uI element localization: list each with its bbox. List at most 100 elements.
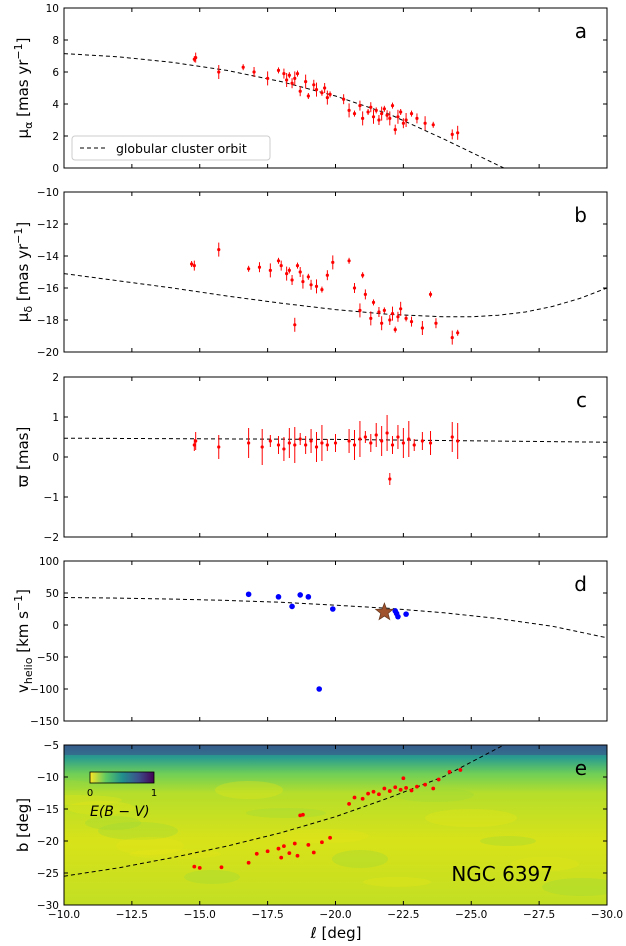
- panel-a: 0 2 4 6 8 10 μα [mas yr−1] a globular cluster or…: [12, 3, 608, 175]
- data-point: [331, 260, 335, 264]
- data-point: [194, 56, 198, 60]
- data-point: [325, 96, 329, 100]
- data-point: [428, 441, 433, 445]
- data-point: [407, 437, 411, 441]
- extinction-patch: [85, 816, 141, 830]
- panel-b: −20 −18 −16 −14 −12 −10 μδ [mas yr−1] b: [12, 187, 608, 359]
- extinction-patch: [246, 808, 326, 818]
- data-point: [287, 268, 291, 272]
- extinction-top-band: [64, 745, 607, 755]
- star-point: [320, 840, 324, 845]
- y-tick-label: 10: [46, 3, 59, 15]
- data-point: [369, 316, 373, 320]
- star-point: [431, 786, 436, 791]
- data-point: [306, 275, 310, 279]
- data-point: [401, 441, 405, 445]
- data-point: [434, 321, 438, 325]
- data-point: [456, 439, 460, 443]
- data-point: [412, 443, 416, 447]
- y-axis-label: b [deg]: [14, 798, 32, 852]
- data-point: [347, 439, 351, 443]
- rv-point: [275, 594, 282, 600]
- data-point: [385, 431, 389, 435]
- y-axis-label: vhelio [km s−1]: [12, 589, 35, 693]
- star-point: [301, 812, 305, 817]
- extinction-patch: [116, 837, 184, 855]
- data-point: [390, 312, 395, 316]
- data-point: [404, 316, 408, 320]
- data-point: [190, 262, 194, 266]
- star-point: [282, 844, 286, 849]
- x-axis-label: ℓ [deg]: [310, 924, 362, 942]
- rv-point: [305, 594, 312, 600]
- colorbar-max-label: 1: [151, 788, 157, 799]
- data-point: [393, 328, 397, 332]
- extinction-patch: [64, 780, 92, 790]
- data-point: [276, 259, 281, 263]
- data-point: [385, 113, 389, 117]
- cluster-name-annotation: NGC 6397: [451, 862, 553, 886]
- data-point: [282, 447, 286, 451]
- extinction-patch: [332, 850, 388, 868]
- y-tick-label: 2: [52, 372, 59, 384]
- data-point: [217, 248, 221, 252]
- data-point: [268, 439, 272, 443]
- data-point: [276, 68, 281, 72]
- data-point: [450, 132, 454, 136]
- cluster-star-marker: [374, 602, 394, 621]
- y-tick-label: −16: [37, 283, 59, 295]
- data-point: [304, 80, 308, 84]
- extinction-patch: [64, 795, 122, 805]
- data-point: [399, 307, 403, 311]
- data-point: [388, 116, 392, 120]
- data-point: [192, 443, 196, 447]
- data-point: [352, 112, 357, 116]
- x-tick-label: −30.0: [591, 909, 623, 921]
- y-tick-label: 1: [52, 412, 59, 424]
- y-tick-label: 0: [52, 452, 59, 464]
- y-tick-label: 0: [52, 163, 59, 175]
- panel-letter: c: [576, 388, 587, 412]
- data-point: [420, 439, 424, 443]
- extinction-patch: [480, 836, 536, 846]
- data-point: [393, 128, 397, 132]
- data-point: [314, 445, 319, 449]
- rv-point: [403, 611, 409, 617]
- y-tick-label: −20: [37, 347, 59, 359]
- extinction-patch: [542, 878, 607, 896]
- star-point: [347, 801, 351, 806]
- y-tick-label: 50: [46, 588, 59, 600]
- y-axis-label: ϖ [mas]: [14, 427, 32, 488]
- star-point: [197, 865, 202, 870]
- star-point: [404, 785, 408, 790]
- data-point: [323, 86, 327, 90]
- y-tick-label: −30: [37, 900, 59, 912]
- data-point: [266, 76, 270, 80]
- data-point: [314, 284, 319, 288]
- star-point: [398, 787, 403, 792]
- star-point: [409, 788, 414, 793]
- data-point: [347, 259, 351, 263]
- data-point: [306, 94, 310, 98]
- star-point: [436, 777, 441, 782]
- data-point: [268, 268, 272, 272]
- data-point: [293, 443, 297, 447]
- star-point: [393, 785, 398, 790]
- y-tick-label: −5: [44, 740, 59, 752]
- data-point: [295, 72, 300, 76]
- star-point: [387, 789, 392, 793]
- data-point: [298, 270, 302, 274]
- data-point: [382, 308, 386, 312]
- data-point: [390, 104, 395, 108]
- data-point: [279, 264, 283, 268]
- star-point: [415, 784, 419, 789]
- data-point: [374, 433, 378, 437]
- y-tick-label: −15: [37, 804, 59, 816]
- data-point: [409, 320, 414, 324]
- data-point: [285, 78, 289, 82]
- y-tick-label: 4: [52, 99, 59, 111]
- data-point: [456, 331, 460, 335]
- star-point: [377, 792, 381, 797]
- data-point: [287, 441, 291, 445]
- data-point: [347, 108, 351, 112]
